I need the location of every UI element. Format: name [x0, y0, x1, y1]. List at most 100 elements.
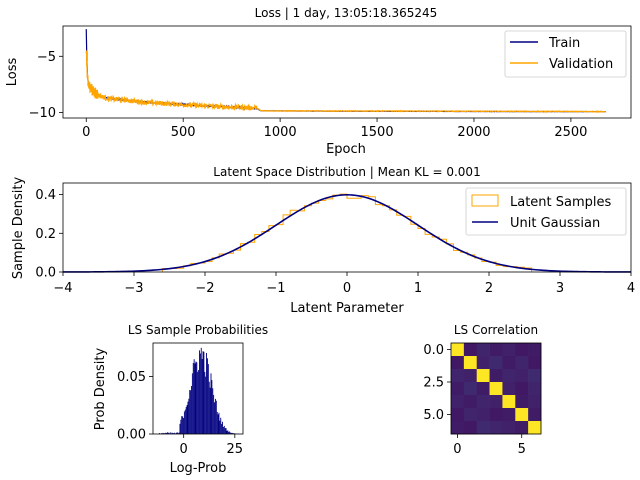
correlation-cell: [451, 395, 465, 409]
legend-samples-swatch: [471, 194, 499, 207]
correlation-cell: [463, 395, 478, 409]
loss-legend: Train Validation: [504, 30, 627, 78]
log-prob-bar: [214, 402, 215, 434]
correlation-cell: [515, 343, 529, 357]
correlation-cell: [451, 382, 465, 396]
log-prob-bar: [191, 385, 192, 434]
correlation-y-tick-label: 0.0: [423, 343, 444, 358]
correlation-cell: [476, 356, 490, 370]
correlation-cell: [463, 421, 478, 435]
log-prob-bar: [181, 416, 183, 434]
log-prob-bar: [178, 432, 180, 434]
latent-x-tick-label: −4: [53, 281, 72, 296]
log-prob-bar: [191, 373, 193, 434]
latent-x-tick-label: 2: [485, 281, 493, 296]
latent-title: Latent Space Distribution | Mean KL = 0.…: [213, 165, 480, 179]
log-prob-bar: [216, 411, 218, 434]
legend-gaussian-label: Unit Gaussian: [510, 216, 600, 231]
latent-x-label: Latent Parameter: [290, 301, 404, 316]
log-prob-bar: [160, 433, 162, 434]
correlation-cell: [463, 343, 478, 357]
correlation-x-tick-label: 5: [518, 442, 526, 457]
correlation-cell: [451, 421, 465, 435]
log-prob-bar: [175, 432, 177, 434]
log-prob-x-label: Log-Prob: [170, 461, 227, 476]
legend-samples-label: Latent Samples: [510, 195, 612, 210]
correlation-cell: [502, 356, 516, 370]
log-prob-bar: [209, 387, 211, 434]
log-prob-bar: [186, 404, 188, 434]
loss-plot-frame: [62, 25, 632, 119]
loss-x-tick-label: 1500: [361, 125, 394, 140]
correlation-cell: [502, 408, 516, 422]
correlation-cell: [515, 395, 529, 409]
log-prob-y-tick-label: 0.00: [117, 428, 146, 443]
log-prob-bar: [202, 351, 204, 434]
log-prob-bar: [169, 432, 171, 434]
loss-x-ticks: 0 500 1000 1500 2000 2500: [82, 118, 587, 140]
correlation-cell: [489, 408, 503, 422]
log-prob-bar: [203, 351, 205, 434]
loss-x-tick-label: 500: [171, 125, 196, 140]
correlation-cell: [502, 369, 516, 383]
correlation-y-tick-label: 2.5: [423, 376, 444, 391]
correlation-cell: [515, 356, 529, 370]
correlation-cell: [502, 382, 516, 396]
loss-y-tick-label: −5: [37, 50, 56, 65]
log-prob-bar: [194, 363, 196, 434]
log-prob-bar: [207, 358, 208, 434]
log-prob-bar: [231, 432, 233, 434]
log-prob-bar: [185, 407, 187, 434]
log-prob-bar: [230, 432, 232, 434]
legend-train-label: Train: [548, 36, 580, 51]
correlation-cell: [528, 408, 542, 422]
log-prob-bar: [208, 381, 210, 434]
log-prob-bar: [187, 401, 189, 434]
loss-title: Loss | 1 day, 13:05:18.365245: [255, 6, 438, 20]
log-prob-bar: [162, 432, 164, 434]
correlation-y-ticks: 0.0 2.5 5.0: [423, 343, 451, 423]
correlation-cell: [489, 356, 503, 370]
correlation-cell: [515, 369, 529, 383]
log-prob-bar: [219, 420, 221, 434]
latent-legend-box: [465, 187, 627, 236]
correlation-cell: [489, 395, 503, 409]
correlation-cell: [451, 369, 465, 383]
log-prob-bar: [222, 426, 224, 434]
log-prob-bar: [229, 431, 231, 434]
unit-gaussian-curve: [63, 194, 631, 273]
correlation-cell: [489, 369, 503, 383]
loss-y-label: Loss: [5, 58, 20, 87]
log-prob-bar: [201, 358, 203, 434]
correlation-heatmap-cells: [451, 343, 542, 435]
log-prob-x-tick-label: 25: [227, 442, 244, 457]
correlation-cell: [451, 343, 465, 357]
log-prob-bars: [159, 347, 239, 434]
log-prob-bar: [177, 433, 179, 434]
log-prob-y-ticks: 0.00 0.05: [117, 370, 153, 443]
correlation-cell: [528, 343, 542, 357]
log-prob-bar: [207, 364, 209, 434]
correlation-cell: [451, 356, 465, 370]
correlation-cell: [528, 369, 542, 383]
log-prob-bar: [230, 432, 231, 434]
loss-lines: [85, 29, 607, 113]
log-prob-y-label: Prob Density: [93, 347, 108, 430]
log-prob-bar: [200, 347, 202, 434]
log-prob-bar: [172, 433, 174, 434]
correlation-x-tick-label: 0: [453, 442, 461, 457]
log-prob-bar: [171, 432, 173, 434]
correlation-cell: [489, 382, 503, 396]
correlation-cell: [502, 421, 516, 435]
log-prob-bar: [213, 394, 215, 434]
log-prob-bar: [197, 371, 199, 434]
correlation-cell: [528, 421, 542, 435]
correlation-cell: [451, 408, 465, 422]
latent-chart: Latent Space Distribution | Mean KL = 0.…: [11, 165, 635, 316]
correlation-cell: [476, 369, 490, 383]
loss-y-ticks: −5 −10: [29, 50, 63, 121]
latent-x-tick-label: 0: [343, 281, 351, 296]
log-prob-bar: [206, 352, 207, 434]
